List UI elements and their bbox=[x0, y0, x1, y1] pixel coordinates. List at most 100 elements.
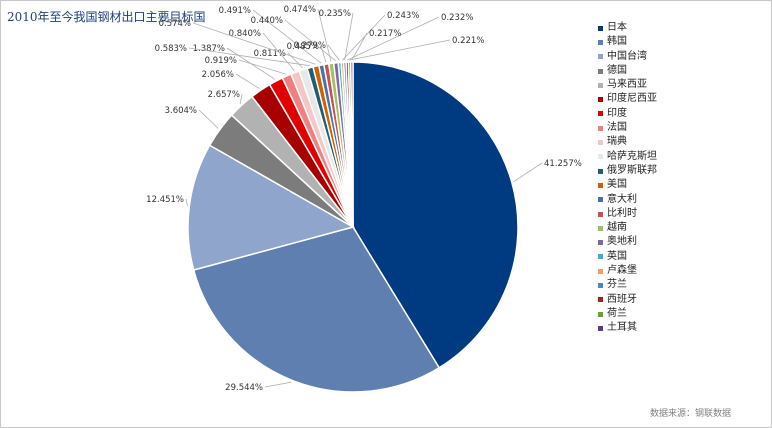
legend-item-13: 意大利 bbox=[598, 193, 657, 207]
pie-slice-3 bbox=[187, 144, 355, 271]
pie-slice-22 bbox=[349, 61, 354, 228]
leader-line-22 bbox=[351, 32, 368, 61]
legend-item-7: 印度 bbox=[598, 107, 657, 121]
data-label-10: 0.811% bbox=[254, 49, 286, 59]
legend-item-10: 哈萨克斯坦 bbox=[598, 150, 657, 164]
legend-item-1: 日本 bbox=[598, 21, 657, 35]
leader-line-17 bbox=[327, 44, 340, 61]
data-label-1: 41.257% bbox=[544, 159, 582, 169]
legend-label: 西班牙 bbox=[607, 293, 637, 305]
legend-label: 卢森堡 bbox=[607, 265, 637, 277]
chart-title: 2010年至今我国钢材出口主要目标国 bbox=[7, 10, 206, 24]
legend-label: 俄罗斯联邦 bbox=[607, 164, 657, 176]
legend-item-5: 马来西亚 bbox=[598, 78, 657, 92]
legend-swatch bbox=[598, 225, 603, 231]
legend-label: 土耳其 bbox=[607, 322, 637, 334]
legend-item-12: 美国 bbox=[598, 178, 657, 192]
leader-line-11 bbox=[188, 47, 310, 67]
legend-swatch bbox=[598, 197, 603, 203]
legend-label: 印度尼西亚 bbox=[607, 93, 657, 105]
legend-swatch bbox=[598, 297, 603, 303]
legend-item-19: 芬兰 bbox=[598, 278, 657, 292]
legend-swatch bbox=[598, 82, 603, 88]
leader-line-16 bbox=[284, 19, 336, 62]
legend-label: 芬兰 bbox=[607, 279, 627, 291]
leader-line-4 bbox=[198, 109, 219, 129]
legend-item-11: 俄罗斯联邦 bbox=[598, 164, 657, 178]
legend-item-8: 法国 bbox=[598, 121, 657, 135]
legend-label: 印度 bbox=[607, 107, 627, 119]
legend-swatch bbox=[598, 39, 603, 45]
data-label-22: 0.217% bbox=[369, 29, 401, 39]
data-label-15: 0.474% bbox=[284, 5, 316, 15]
pie-slice-2 bbox=[192, 226, 441, 393]
legend-item-4: 德国 bbox=[598, 64, 657, 78]
legend-swatch bbox=[598, 311, 603, 317]
leader-line-1 bbox=[513, 162, 543, 183]
data-label-2: 29.544% bbox=[225, 383, 263, 393]
legend-swatch bbox=[598, 325, 603, 331]
legend-swatch bbox=[598, 140, 603, 146]
legend-label: 韩国 bbox=[607, 36, 627, 48]
legend-swatch bbox=[598, 254, 603, 260]
legend-item-20: 西班牙 bbox=[598, 293, 657, 307]
leader-line-18 bbox=[341, 14, 386, 61]
data-label-14: 0.485% bbox=[287, 42, 319, 52]
data-label-20: 0.232% bbox=[441, 13, 473, 23]
legend-item-14: 比利时 bbox=[598, 207, 657, 221]
legend-label: 荷兰 bbox=[607, 307, 627, 319]
legend-swatch bbox=[598, 111, 603, 117]
data-label-18: 0.243% bbox=[387, 11, 419, 21]
legend-label: 马来西亚 bbox=[607, 79, 647, 91]
data-label-8: 0.919% bbox=[205, 56, 237, 66]
data-label-9: 0.840% bbox=[229, 29, 261, 39]
legend-item-3: 中国台湾 bbox=[598, 50, 657, 64]
data-label-6: 2.056% bbox=[202, 70, 234, 80]
data-label-21: 0.221% bbox=[452, 36, 484, 46]
pie-slice-1 bbox=[352, 61, 519, 369]
legend-item-9: 瑞典 bbox=[598, 135, 657, 149]
legend-swatch bbox=[598, 54, 603, 60]
legend-swatch bbox=[598, 97, 603, 103]
legend-swatch bbox=[598, 268, 603, 274]
data-label-4: 3.604% bbox=[165, 106, 197, 116]
legend-label: 哈萨克斯坦 bbox=[607, 150, 657, 162]
leader-line-5 bbox=[239, 93, 243, 104]
legend-item-16: 奥地利 bbox=[598, 235, 657, 249]
legend-swatch bbox=[598, 25, 603, 31]
leader-line-19 bbox=[344, 12, 354, 61]
data-label-16: 0.440% bbox=[251, 16, 283, 26]
legend-label: 奥地利 bbox=[607, 236, 637, 248]
data-label-12: 0.574% bbox=[159, 19, 191, 29]
legend-label: 瑞典 bbox=[607, 136, 627, 148]
leader-line-12 bbox=[192, 22, 316, 65]
leader-line-8 bbox=[238, 59, 287, 75]
data-label-17: 0.279% bbox=[294, 41, 326, 51]
leader-line-13 bbox=[252, 9, 322, 64]
data-label-13: 0.491% bbox=[219, 6, 251, 16]
legend-item-17: 英国 bbox=[598, 250, 657, 264]
legend-swatch bbox=[598, 282, 603, 288]
legend-swatch bbox=[598, 125, 603, 131]
legend-label: 法国 bbox=[607, 122, 627, 134]
legend-item-15: 越南 bbox=[598, 221, 657, 235]
data-label-7: 1.387% bbox=[193, 44, 225, 54]
legend-label: 比利时 bbox=[607, 207, 637, 219]
legend-item-22: 土耳其 bbox=[598, 321, 657, 335]
legend-swatch bbox=[598, 168, 603, 174]
legend-swatch bbox=[598, 182, 603, 188]
data-label-19: 0.235% bbox=[319, 9, 351, 19]
data-label-5: 2.657% bbox=[208, 90, 240, 100]
data-label-11: 0.583% bbox=[155, 44, 187, 54]
legend-swatch bbox=[598, 211, 603, 217]
leader-line-3 bbox=[185, 198, 188, 206]
leader-line-2 bbox=[264, 381, 292, 388]
legend-label: 越南 bbox=[607, 222, 627, 234]
legend-label: 美国 bbox=[607, 179, 627, 191]
leader-line-20 bbox=[347, 16, 440, 61]
leader-line-15 bbox=[317, 8, 332, 62]
legend-swatch bbox=[598, 240, 603, 246]
data-label-3: 12.451% bbox=[146, 195, 184, 205]
